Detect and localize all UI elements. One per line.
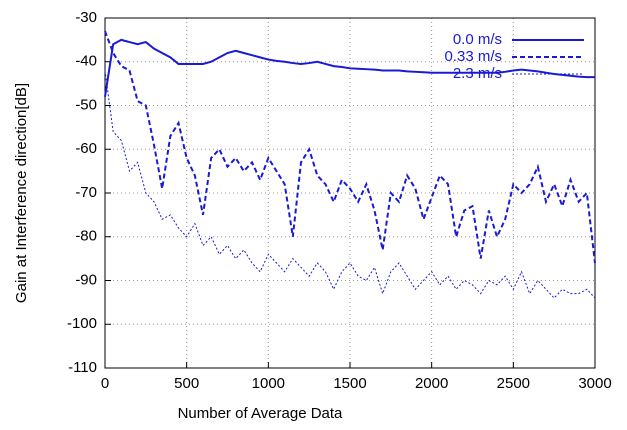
series-line: [104, 30, 596, 264]
series-line: [104, 38, 595, 97]
y-tick-label: -70: [75, 184, 97, 201]
x-axis-label: Number of Average Data: [178, 405, 343, 422]
legend-label: 0.33 m/s: [444, 48, 502, 65]
y-tick-label: -50: [75, 96, 97, 113]
y-tick-label: -30: [75, 9, 97, 26]
y-tick-label: -110: [68, 359, 97, 376]
x-tick-label: 2000: [415, 375, 448, 392]
legend-label: 0.0 m/s: [453, 31, 502, 48]
y-tick-label: -80: [75, 228, 97, 245]
y-axis-label: Gain at Interference direction[dB]: [13, 83, 30, 303]
y-tick-label: -100: [67, 315, 97, 332]
x-tick-label: 1000: [252, 375, 285, 392]
y-tick-label: -60: [75, 140, 97, 157]
x-tick-label: 3000: [578, 375, 611, 392]
x-tick-label: 2500: [497, 375, 530, 392]
legend-label: 2.3 m/s: [453, 65, 502, 82]
x-tick-label: 1500: [333, 375, 366, 392]
y-tick-label: -90: [75, 271, 97, 288]
x-tick-label: 500: [174, 375, 199, 392]
plot-frame: [104, 17, 596, 369]
series-line: [104, 70, 596, 299]
x-tick-label: 0: [101, 375, 109, 392]
y-tick-label: -40: [75, 53, 97, 70]
